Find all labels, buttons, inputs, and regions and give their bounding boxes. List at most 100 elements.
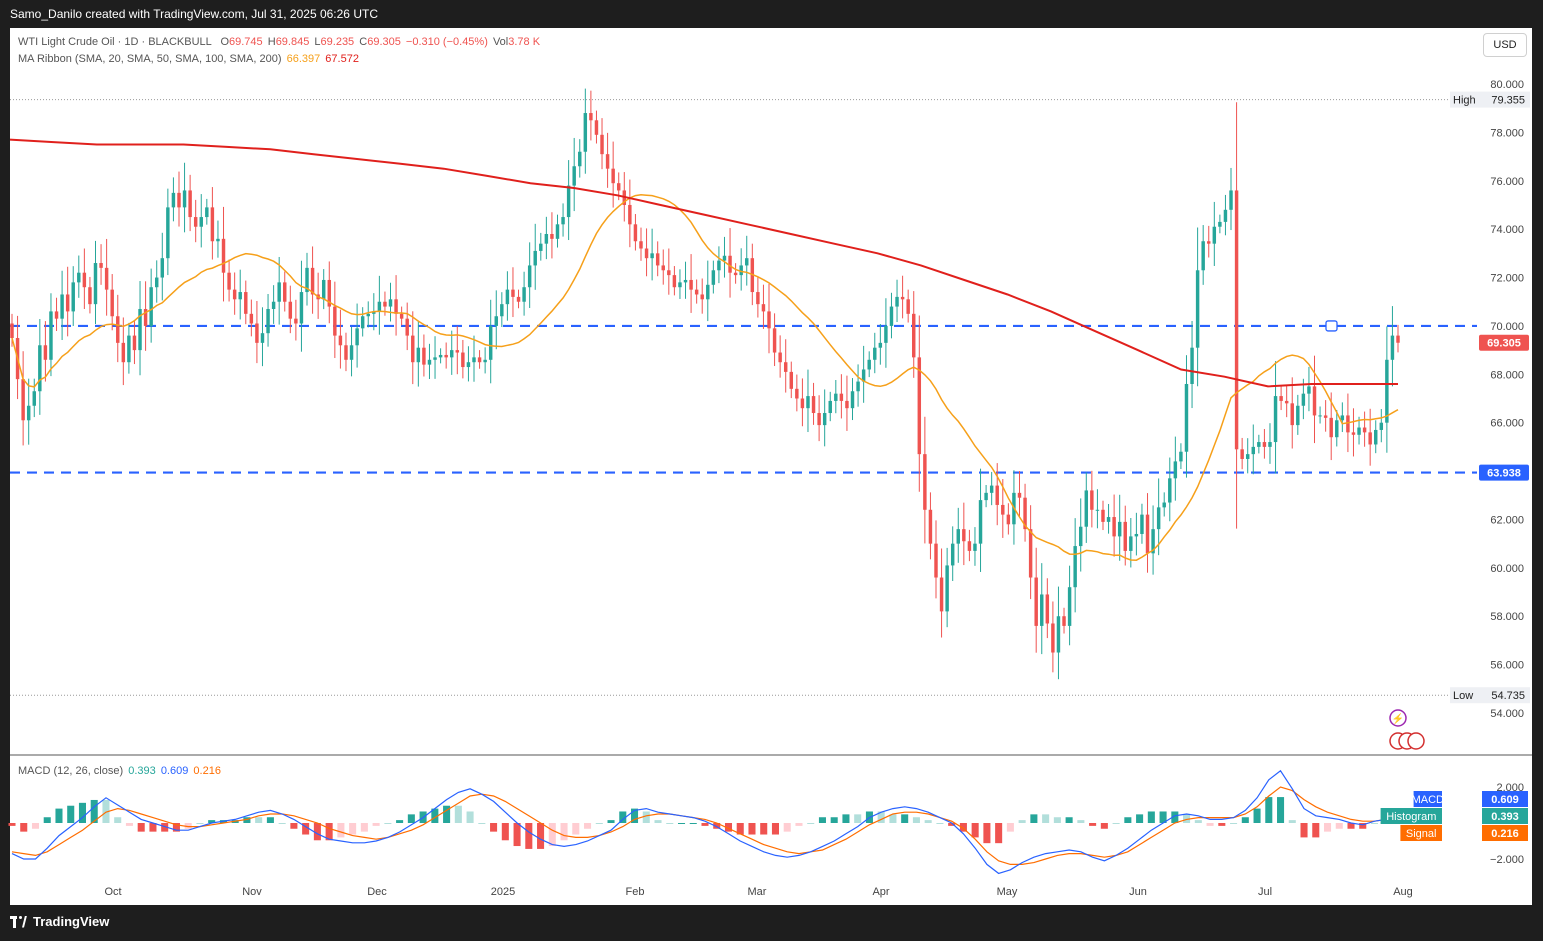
candle-body[interactable] bbox=[1173, 461, 1178, 479]
candle-body[interactable] bbox=[783, 362, 788, 372]
candle-body[interactable] bbox=[49, 311, 53, 360]
candle-body[interactable] bbox=[238, 292, 242, 300]
candle-body[interactable] bbox=[600, 134, 604, 155]
candle-body[interactable] bbox=[1095, 509, 1100, 511]
candle-body[interactable] bbox=[399, 313, 404, 319]
candle-body[interactable] bbox=[310, 267, 315, 295]
candle-body[interactable] bbox=[1195, 270, 1200, 348]
candle-body[interactable] bbox=[288, 301, 293, 319]
candle-body[interactable] bbox=[667, 270, 671, 276]
candle-body[interactable] bbox=[967, 541, 972, 551]
event-lightning-icon[interactable] bbox=[1389, 709, 1407, 727]
candle-body[interactable] bbox=[650, 253, 654, 259]
candle-body[interactable] bbox=[995, 485, 999, 505]
candle-body[interactable] bbox=[1051, 623, 1055, 653]
candle-body[interactable] bbox=[10, 323, 14, 339]
candle-body[interactable] bbox=[127, 335, 131, 363]
candle-body[interactable] bbox=[71, 282, 75, 312]
candle-body[interactable] bbox=[633, 224, 638, 242]
candle-body[interactable] bbox=[1301, 393, 1306, 406]
candle-body[interactable] bbox=[1184, 383, 1189, 452]
candle-body[interactable] bbox=[739, 265, 743, 276]
candle-body[interactable] bbox=[566, 185, 571, 218]
candle-body[interactable] bbox=[1390, 335, 1395, 360]
candle-body[interactable] bbox=[500, 304, 504, 317]
candle-body[interactable] bbox=[856, 381, 860, 392]
candle-body[interactable] bbox=[706, 284, 710, 300]
candle-body[interactable] bbox=[1134, 533, 1139, 537]
candle-body[interactable] bbox=[878, 342, 883, 348]
candle-body[interactable] bbox=[772, 328, 777, 353]
candle-body[interactable] bbox=[884, 325, 888, 343]
candle-body[interactable] bbox=[277, 282, 281, 302]
candle-body[interactable] bbox=[639, 241, 643, 249]
candle-body[interactable] bbox=[271, 301, 276, 309]
candle-body[interactable] bbox=[756, 292, 760, 305]
candle-body[interactable] bbox=[572, 166, 576, 186]
candle-body[interactable] bbox=[193, 217, 198, 227]
candle-body[interactable] bbox=[1279, 396, 1283, 401]
candle-body[interactable] bbox=[232, 289, 237, 300]
candle-body[interactable] bbox=[1207, 241, 1211, 244]
candle-body[interactable] bbox=[149, 287, 153, 326]
candle-body[interactable] bbox=[1257, 442, 1261, 447]
candle-body[interactable] bbox=[1162, 502, 1166, 508]
candle-body[interactable] bbox=[1017, 492, 1022, 498]
candle-body[interactable] bbox=[761, 304, 766, 312]
candle-body[interactable] bbox=[1329, 417, 1333, 438]
candle-body[interactable] bbox=[1385, 359, 1389, 423]
candle-body[interactable] bbox=[260, 333, 265, 343]
candle-body[interactable] bbox=[355, 328, 359, 346]
candle-body[interactable] bbox=[166, 207, 170, 259]
candle-body[interactable] bbox=[54, 311, 59, 319]
candle-body[interactable] bbox=[694, 289, 699, 295]
candle-body[interactable] bbox=[338, 335, 343, 346]
candle-body[interactable] bbox=[182, 190, 187, 208]
candle-body[interactable] bbox=[433, 357, 437, 360]
candle-body[interactable] bbox=[294, 318, 298, 324]
candle-body[interactable] bbox=[1112, 517, 1116, 537]
candle-body[interactable] bbox=[978, 500, 983, 544]
line-handle-icon[interactable] bbox=[1325, 320, 1338, 332]
candle-body[interactable] bbox=[1117, 521, 1122, 537]
candle-body[interactable] bbox=[477, 357, 482, 363]
candle-body[interactable] bbox=[377, 301, 382, 312]
candle-body[interactable] bbox=[594, 120, 599, 135]
candle-body[interactable] bbox=[60, 294, 64, 319]
candle-body[interactable] bbox=[1290, 403, 1294, 426]
candle-body[interactable] bbox=[1190, 347, 1194, 384]
candle-body[interactable] bbox=[344, 345, 348, 360]
candle-body[interactable] bbox=[1323, 415, 1328, 418]
candle-body[interactable] bbox=[661, 265, 665, 271]
candle-body[interactable] bbox=[1168, 478, 1172, 503]
candle-body[interactable] bbox=[438, 354, 443, 358]
candle-body[interactable] bbox=[511, 289, 515, 297]
candle-body[interactable] bbox=[121, 342, 126, 363]
candle-body[interactable] bbox=[188, 190, 192, 218]
candle-body[interactable] bbox=[789, 371, 794, 389]
candle-body[interactable] bbox=[1307, 386, 1311, 394]
candle-body[interactable] bbox=[132, 335, 137, 351]
candle-body[interactable] bbox=[1357, 427, 1361, 435]
candle-body[interactable] bbox=[1023, 497, 1027, 530]
candle-body[interactable] bbox=[160, 258, 165, 278]
candle-body[interactable] bbox=[895, 296, 899, 307]
candle-body[interactable] bbox=[82, 272, 87, 288]
candle-body[interactable] bbox=[795, 388, 799, 399]
candle-body[interactable] bbox=[1379, 422, 1384, 430]
candle-body[interactable] bbox=[388, 299, 393, 307]
candle-body[interactable] bbox=[1056, 616, 1061, 653]
candle-body[interactable] bbox=[672, 275, 677, 288]
candle-body[interactable] bbox=[1368, 432, 1372, 445]
candle-body[interactable] bbox=[360, 316, 365, 329]
candle-body[interactable] bbox=[939, 577, 944, 612]
candle-body[interactable] bbox=[1129, 536, 1133, 551]
candle-body[interactable] bbox=[349, 345, 354, 360]
candle-body[interactable] bbox=[1062, 616, 1066, 626]
candle-body[interactable] bbox=[1073, 546, 1077, 588]
candle-body[interactable] bbox=[605, 154, 610, 169]
candle-body[interactable] bbox=[745, 258, 749, 266]
candle-body[interactable] bbox=[1034, 577, 1038, 626]
candle-body[interactable] bbox=[811, 396, 816, 414]
candle-body[interactable] bbox=[266, 308, 270, 334]
